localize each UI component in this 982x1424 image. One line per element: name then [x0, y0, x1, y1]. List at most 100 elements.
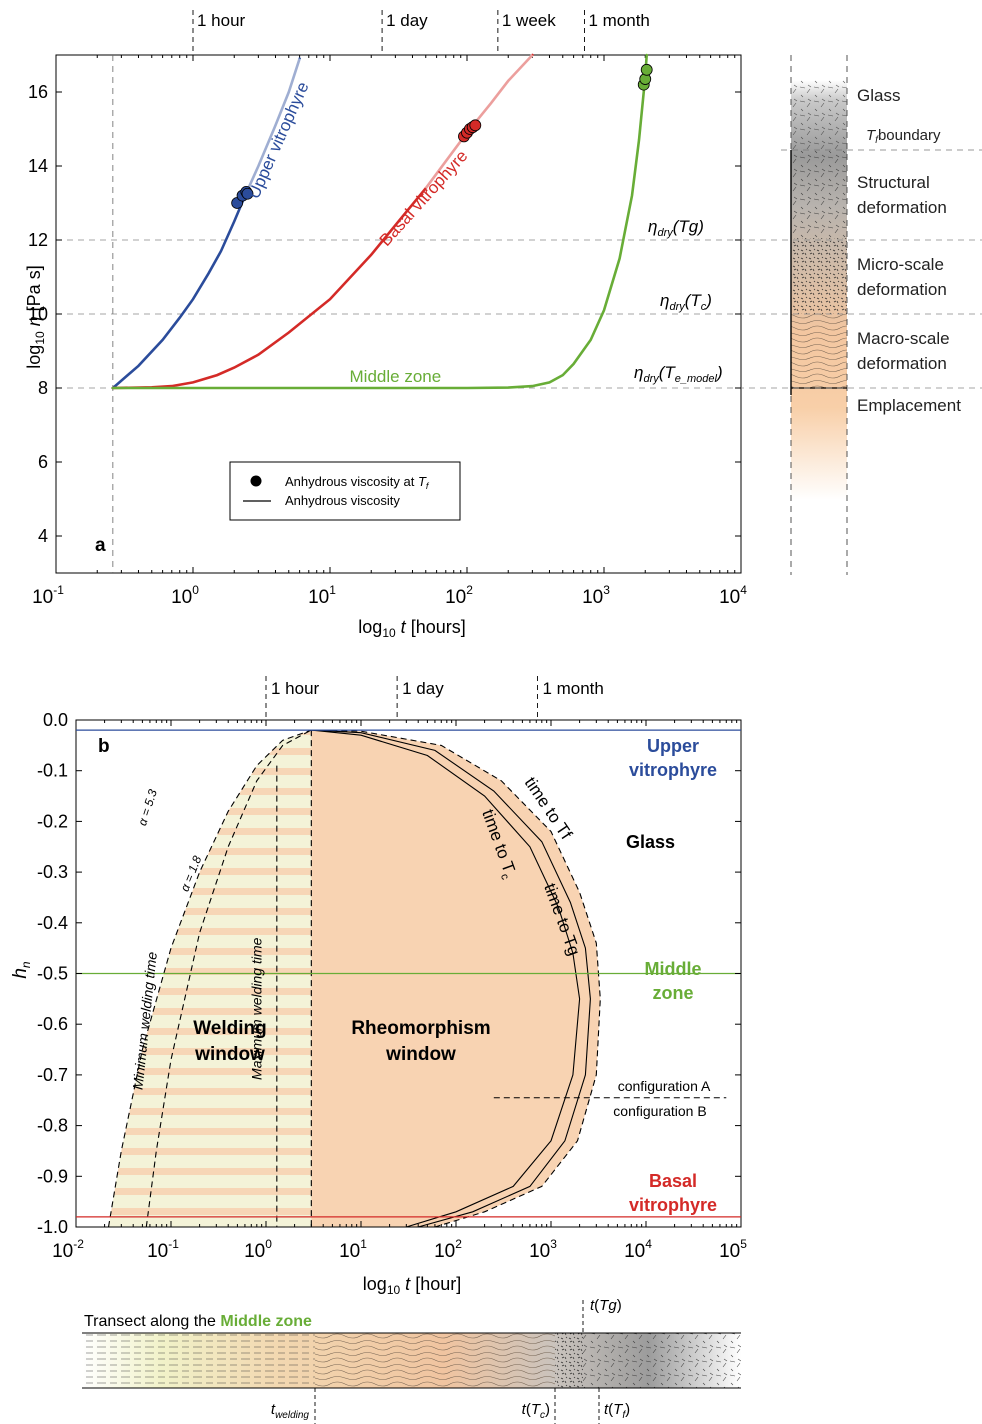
- t-tf-label: t(Tf): [604, 1401, 630, 1421]
- x-tick-label: 103: [529, 1237, 557, 1262]
- time-to-tg-curve: [311, 729, 591, 1228]
- time-mark-label: 1 month: [542, 679, 603, 698]
- alpha-5-3-label: α = 5.3: [135, 787, 160, 827]
- series-line: [111, 53, 648, 390]
- y-tick-label: -0.6: [37, 1014, 68, 1034]
- x-tick-label: 101: [339, 1237, 367, 1262]
- time-mark-label: 1 month: [588, 11, 649, 30]
- column-legend-label: Structural: [857, 173, 930, 192]
- x-tick-label: 104: [624, 1237, 652, 1262]
- zone-label: vitrophyre: [629, 760, 717, 780]
- max-welding-label: Maximum welding time: [249, 937, 265, 1080]
- zone-label: Basal: [649, 1171, 697, 1191]
- legend-label-points: Anhydrous viscosity at Tf: [285, 474, 430, 491]
- series-fade: [243, 58, 302, 197]
- configuration-a-label: configuration A: [618, 1078, 711, 1094]
- x-tick-label: 102: [445, 583, 473, 608]
- y-tick-label: 14: [28, 156, 48, 176]
- configuration-b-label: configuration B: [613, 1103, 706, 1119]
- x-tick-label: 105: [719, 1237, 747, 1262]
- time-to-tf-curve: [311, 729, 601, 1228]
- panel-b: 1 hour 1 day 1 month 10-2 10-1 100 101 102 103 1…: [10, 676, 747, 1424]
- transect-title: Transect along the Middle zone: [84, 1313, 312, 1330]
- x-tick-label: 100: [244, 1237, 272, 1262]
- t-tc-label: t(Tc): [522, 1401, 550, 1421]
- welding-window-label: window: [194, 1044, 265, 1065]
- t-tg-label: t(Tg): [590, 1297, 622, 1314]
- column-legend-label: Emplacement: [857, 396, 961, 415]
- column-legend-label: deformation: [857, 354, 947, 373]
- t-welding-label: twelding: [271, 1401, 310, 1421]
- eta-tc-label: ηdry(Tc): [660, 291, 712, 313]
- y-tick-label: -1.0: [37, 1217, 68, 1237]
- x-tick-label: 10-2: [52, 1237, 84, 1262]
- y-axis-label-b: hn: [10, 961, 33, 979]
- x-axis-label-a: log10 t [hours]: [358, 617, 465, 640]
- x-tick-label: 104: [719, 583, 747, 608]
- zone-label: Middle: [645, 959, 702, 979]
- column-legend-label: Micro-scale: [857, 255, 944, 274]
- y-axis-label-a: log10 η [Pa s]: [24, 265, 47, 368]
- time-mark-label: 1 day: [386, 11, 428, 30]
- series-fade: [424, 53, 534, 190]
- alpha-1-8-curve: [145, 729, 312, 1228]
- panel-a: Glass Tfboundary Structural deformation Micr…: [24, 10, 982, 640]
- y-tick-label: -0.5: [37, 964, 68, 984]
- x-tick-label: 101: [308, 583, 336, 608]
- y-tick-label: 10: [28, 304, 48, 324]
- column-graphic: [781, 55, 982, 575]
- column-legend-label: deformation: [857, 280, 947, 299]
- panel-label-b: b: [98, 736, 110, 757]
- zone-label: zone: [652, 983, 693, 1003]
- series-line: [111, 53, 534, 390]
- time-mark-label: 1 hour: [271, 679, 320, 698]
- series-label-basal: Basal vitrophyre: [376, 146, 472, 249]
- legend-a: Anhydrous viscosity at Tf Anhydrous visc…: [229, 461, 461, 521]
- rheomorphism-window-label: Rheomorphism: [351, 1018, 490, 1039]
- panel-label-a: a: [95, 535, 106, 556]
- y-tick-label: -0.1: [37, 761, 68, 781]
- rheomorphism-window-label: window: [385, 1044, 456, 1065]
- time-mark-label: 1 hour: [197, 11, 246, 30]
- tf-boundary-label: Tfboundary: [866, 127, 941, 146]
- alpha-5-3-curve: [107, 729, 312, 1228]
- data-point: [241, 187, 254, 200]
- legend-point-marker: [250, 475, 262, 487]
- time-mark-label: 1 day: [402, 679, 444, 698]
- legend-label-line: Anhydrous viscosity: [285, 493, 400, 508]
- y-tick-label: 8: [38, 378, 48, 398]
- y-tick-label: -0.9: [37, 1166, 68, 1186]
- welding-window-fill: [108, 730, 312, 1227]
- y-tick-label: -0.4: [37, 913, 68, 933]
- y-tick-label: -0.2: [37, 811, 68, 831]
- column-legend-label: deformation: [857, 198, 947, 217]
- series-label-middle: Middle zone: [350, 367, 442, 386]
- x-tick-label: 10-1: [32, 583, 64, 608]
- zone-label: vitrophyre: [629, 1195, 717, 1215]
- x-tick-label: 10-1: [147, 1237, 179, 1262]
- x-tick-label: 100: [171, 583, 199, 608]
- eta-tg-label: ηdry(Tg): [648, 217, 704, 239]
- data-point: [640, 63, 653, 76]
- y-tick-label: 12: [28, 230, 48, 250]
- x-axis-label-b: log10 t [hour]: [363, 1274, 461, 1297]
- y-tick-label: -0.3: [37, 862, 68, 882]
- glass-label: Glass: [626, 832, 675, 852]
- column-legend-label: Macro-scale: [857, 329, 950, 348]
- eta-te-label: ηdry(Te_model): [634, 363, 723, 385]
- y-tick-label: -0.7: [37, 1065, 68, 1085]
- y-tick-label: 16: [28, 82, 48, 102]
- data-point: [469, 119, 482, 132]
- zone-label: Upper: [647, 736, 699, 756]
- y-tick-label: 0.0: [43, 710, 68, 730]
- y-tick-label: -0.8: [37, 1116, 68, 1136]
- x-tick-label: 103: [582, 583, 610, 608]
- y-tick-label: 6: [38, 452, 48, 472]
- welding-window-label: Welding: [193, 1018, 267, 1039]
- time-to-tc-curve: [311, 729, 581, 1228]
- y-tick-label: 4: [38, 526, 48, 546]
- time-mark-label: 1 week: [502, 11, 556, 30]
- rheomorphism-window-fill: [311, 730, 601, 1227]
- x-tick-label: 102: [434, 1237, 462, 1262]
